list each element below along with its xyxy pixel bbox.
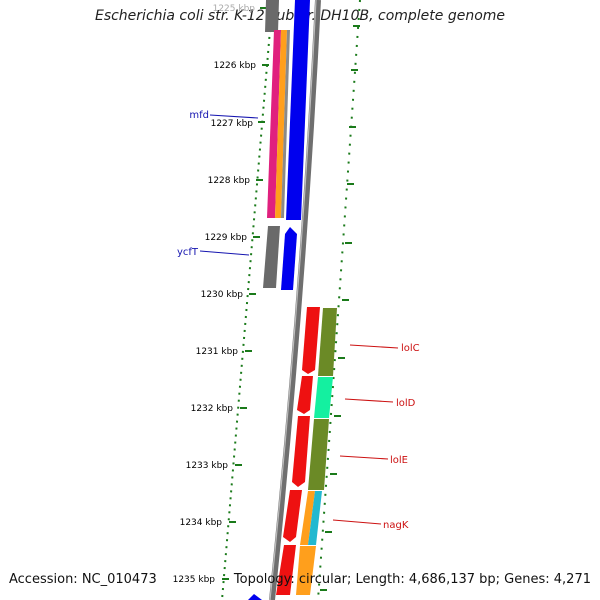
- outer-guide-line: [317, 0, 361, 600]
- feature-block-teal: [314, 377, 333, 418]
- feature-block-orange-lower: [300, 491, 315, 545]
- genome-backbone-highlight: [269, 0, 317, 600]
- lolC-label[interactable]: lolC: [401, 343, 420, 354]
- mfd-leader-line: [209, 114, 259, 119]
- lolC-leader-line: [349, 344, 399, 349]
- tick-label: 1227 kbp: [211, 119, 254, 129]
- feature-block-orange-bottom: [296, 546, 316, 595]
- genome-summary-text: Topology: circular; Length: 4,686,137 bp…: [233, 572, 591, 587]
- tick-label: 1234 kbp: [180, 518, 223, 528]
- lolE-label[interactable]: lolE: [390, 455, 408, 466]
- ruler: 1225 kbp 1226 kbp 1227 kbp 1228 kbp 1229…: [173, 4, 269, 585]
- tick-label: 1235 kbp: [173, 575, 216, 585]
- tick-label: 1231 kbp: [196, 347, 239, 357]
- feature-arrow-bottom: [248, 594, 262, 600]
- feature-block-magenta: [267, 30, 281, 218]
- tick-label: 1228 kbp: [208, 176, 251, 186]
- tick-label: 1226 kbp: [214, 61, 257, 71]
- gene-labels: mfd ycfT lolC lolD lolE nagK: [177, 110, 420, 531]
- guide-lines: [221, 0, 361, 600]
- feature-track-lower: [248, 307, 337, 600]
- feature-block-olive-2: [308, 419, 329, 490]
- lolD-leader-line: [344, 398, 394, 403]
- lolD-gene-arrow[interactable]: [297, 376, 313, 414]
- feature-block-cyan: [308, 491, 322, 545]
- feature-block-grey-lower: [263, 226, 280, 288]
- ycfT-gene-arrow[interactable]: [281, 227, 297, 290]
- nagK-label[interactable]: nagK: [383, 520, 409, 531]
- tick-label: 1232 kbp: [191, 404, 234, 414]
- inner-guide-line: [221, 29, 271, 600]
- tick-label: 1233 kbp: [186, 461, 229, 471]
- accession-text: Accession: NC_010473: [9, 572, 157, 587]
- nagK-gene-arrow[interactable]: [283, 490, 302, 542]
- tick-label: 1225 kbp: [213, 4, 256, 14]
- mfd-label[interactable]: mfd: [189, 110, 209, 121]
- genome-backbone: [269, 0, 321, 600]
- feature-block-grey: [265, 0, 279, 32]
- lolE-leader-line: [339, 455, 389, 460]
- feature-block-orange: [275, 30, 287, 218]
- lolD-label[interactable]: lolD: [396, 398, 416, 409]
- outer-track-ticks: [320, 25, 360, 591]
- mfd-gene-block[interactable]: [286, 0, 310, 220]
- feature-block-red-bottom: [276, 545, 296, 595]
- tick-label: 1229 kbp: [205, 233, 248, 243]
- feature-track-upper: [263, 0, 310, 290]
- lolE-gene-arrow[interactable]: [292, 416, 310, 487]
- feature-block-grey-strip: [281, 30, 290, 218]
- nagK-leader-line: [332, 519, 382, 525]
- tick-label: 1230 kbp: [201, 290, 244, 300]
- lolC-gene-arrow[interactable]: [302, 307, 320, 374]
- ycfT-leader-line: [199, 250, 250, 256]
- ycfT-label[interactable]: ycfT: [177, 247, 199, 258]
- feature-block-olive: [318, 308, 337, 376]
